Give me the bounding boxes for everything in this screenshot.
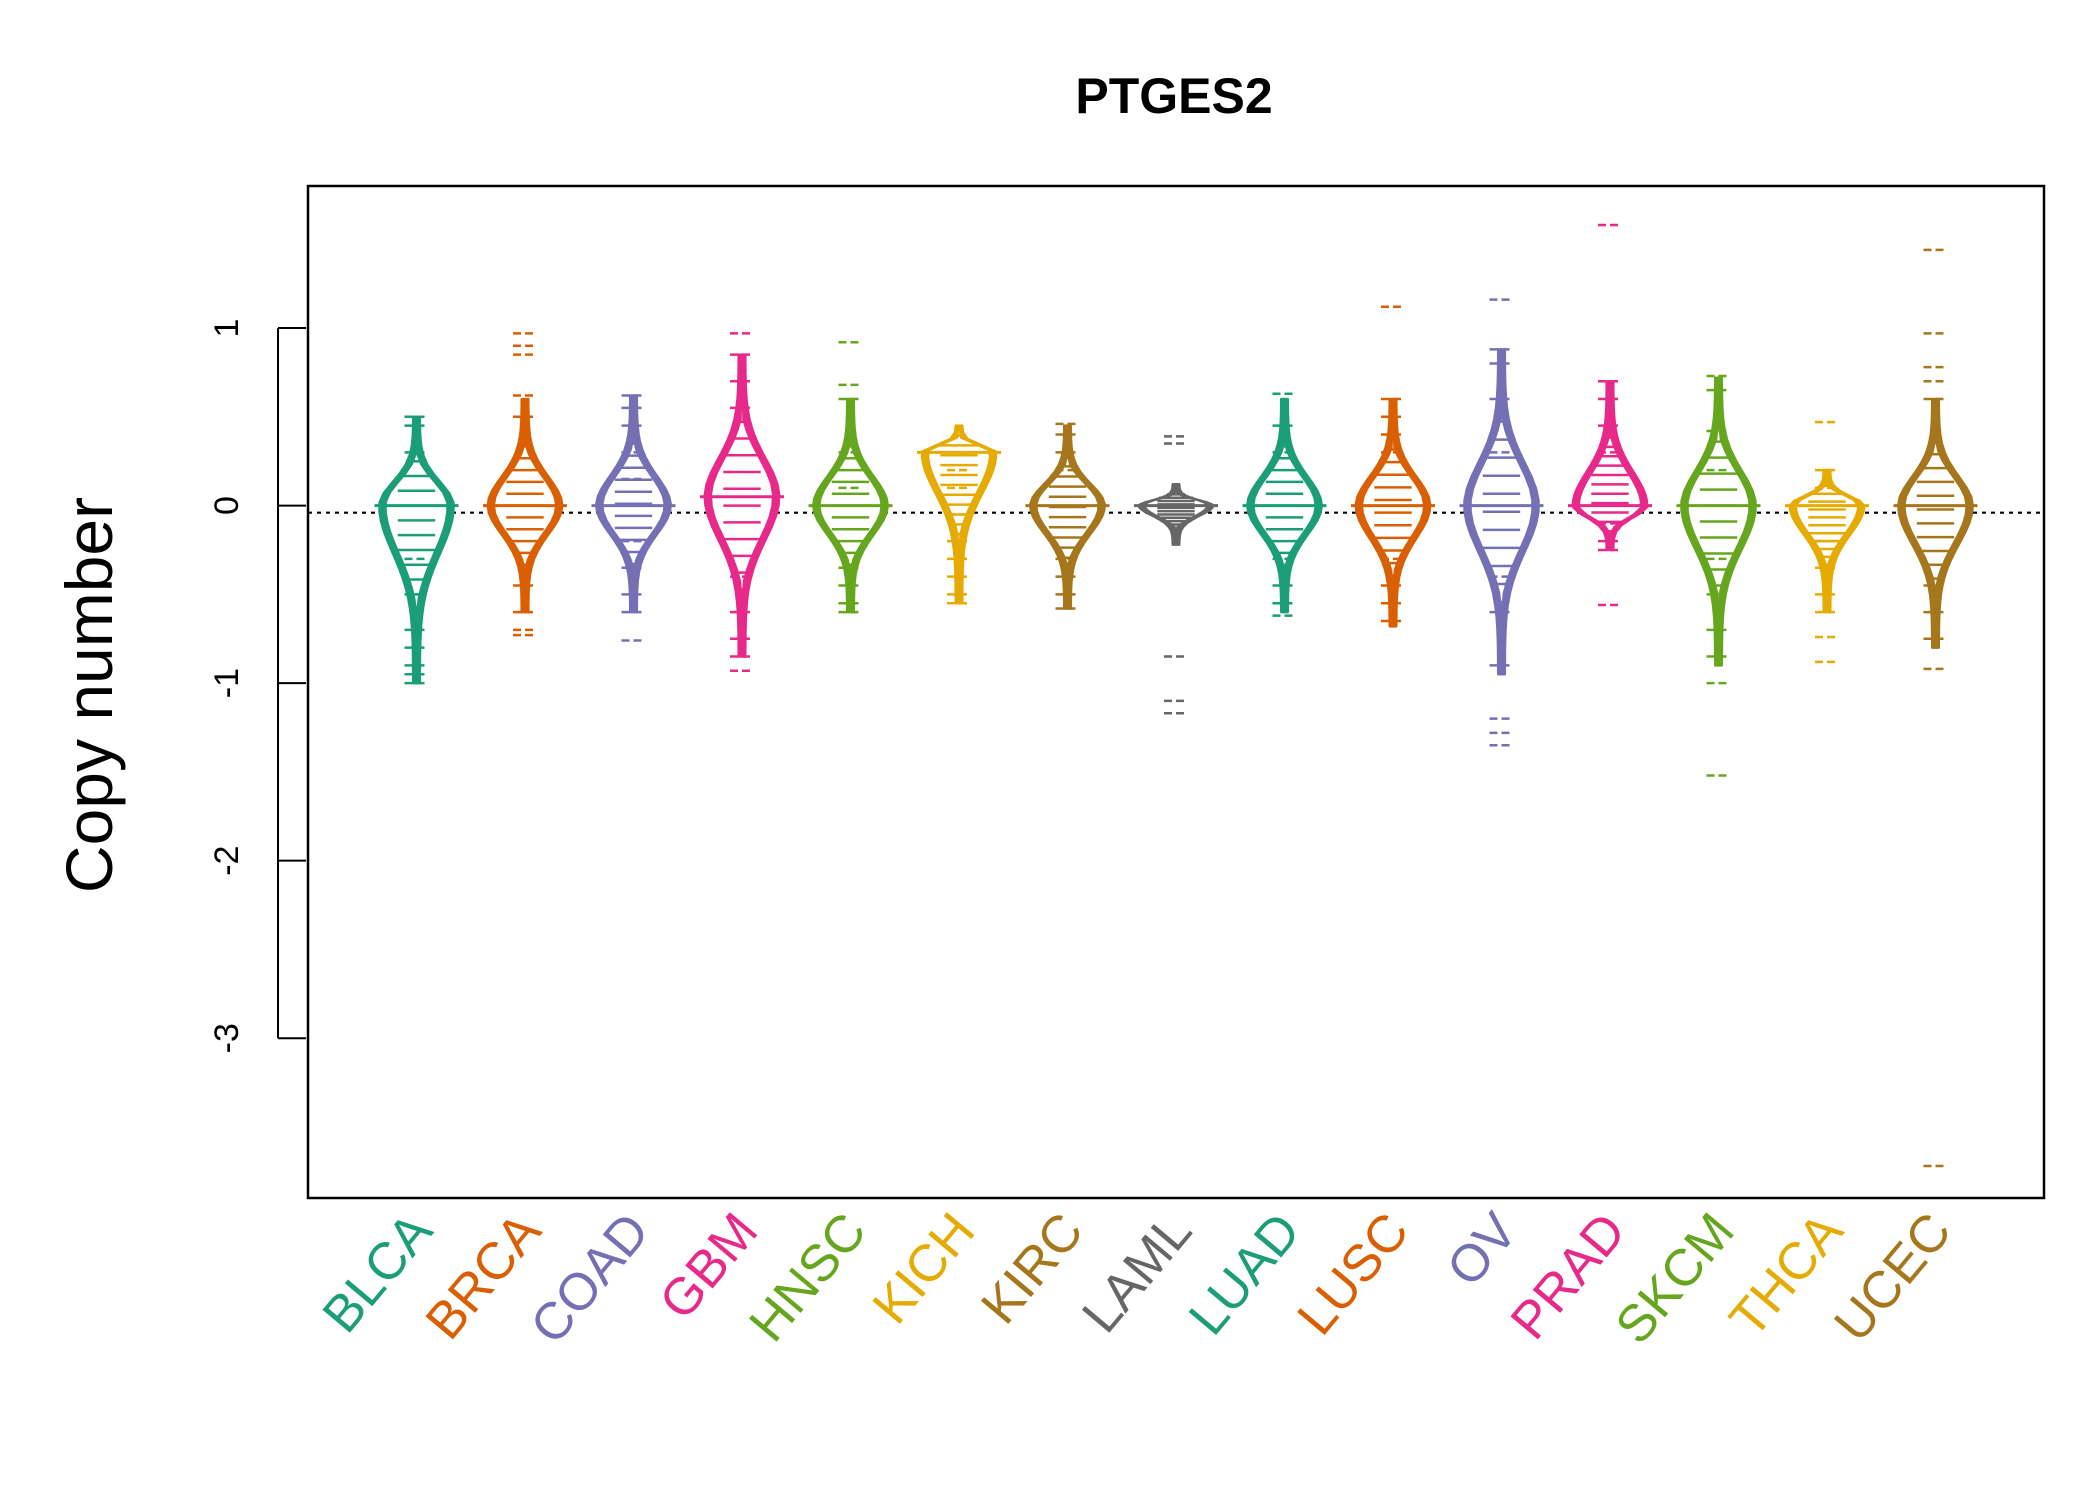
x-tick-label-kirc: KIRC <box>970 1202 1094 1334</box>
x-tick-label-coad: COAD <box>520 1202 661 1354</box>
chart-title: PTGES2 <box>1075 68 1272 124</box>
x-tick-label-laml: LAML <box>1071 1202 1203 1343</box>
y-tick-label: 0 <box>208 496 246 515</box>
x-tick-label-ov: OV <box>1436 1202 1529 1297</box>
x-tick-label-hnsc: HNSC <box>739 1202 878 1352</box>
bean-brca <box>483 332 567 637</box>
x-tick-label-luad: LUAD <box>1178 1202 1312 1346</box>
x-tick-label-kich: KICH <box>862 1202 986 1334</box>
bean-hnsc <box>808 340 893 614</box>
bean-gbm <box>700 332 784 672</box>
bean-skcm <box>1676 374 1761 777</box>
x-tick-label-lusc: LUSC <box>1287 1202 1421 1346</box>
bean-kich <box>917 424 1001 605</box>
bean-lusc <box>1351 305 1435 628</box>
plot-frame <box>306 184 2046 1200</box>
bean-laml <box>1134 435 1218 715</box>
bean-blca <box>374 415 459 685</box>
y-axis-label: Copy number <box>52 497 126 893</box>
x-tick-label-skcm: SKCM <box>1605 1202 1746 1354</box>
bean-ov <box>1459 298 1544 747</box>
x-tick-label-blca: BLCA <box>312 1202 444 1344</box>
y-tick-label: -1 <box>208 668 246 698</box>
bean-coad <box>591 394 676 642</box>
y-tick-label: -2 <box>208 846 246 876</box>
x-tick-label-thca: THCA <box>1719 1202 1855 1348</box>
bean-thca <box>1785 420 1869 664</box>
y-tick-label: 1 <box>208 319 246 338</box>
y-axis: 1 0 -1 -2 -3 <box>208 319 306 1053</box>
beans-layer <box>308 223 2044 1168</box>
bean-kirc <box>1025 422 1110 610</box>
x-tick-label-ucec: UCEC <box>1824 1202 1963 1352</box>
bean-luad <box>1242 392 1327 617</box>
bean-ucec <box>1893 248 1978 1168</box>
bean-prad <box>1568 223 1652 607</box>
y-tick-label: -3 <box>208 1023 246 1053</box>
